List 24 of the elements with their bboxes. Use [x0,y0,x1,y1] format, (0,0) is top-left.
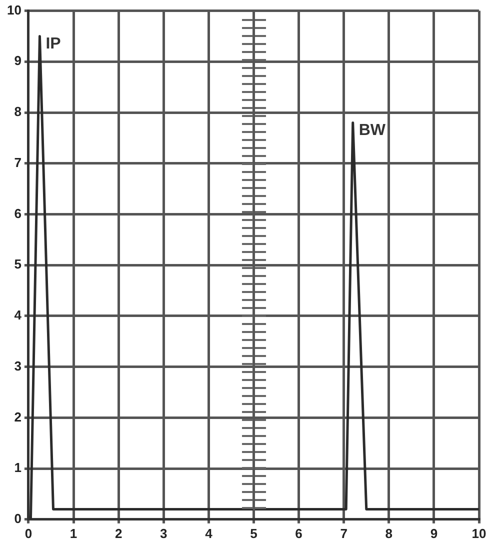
x-tick-label: 0 [24,526,32,541]
y-tick-label: 3 [14,358,22,374]
y-tick-label: 8 [14,104,22,120]
annotation: IP [46,36,62,53]
y-tick-label: 0 [14,510,22,526]
x-tick-label: 2 [114,526,122,541]
x-tick-label: 9 [430,526,438,541]
x-tick-label: 3 [160,526,168,541]
y-tick-label: 5 [14,256,22,272]
y-tick-label: 2 [14,409,22,424]
x-tick-label: 6 [295,526,302,541]
y-tick-label: 10 [6,2,22,18]
annotation: BW [358,122,386,140]
x-tick-label: 1 [70,526,78,541]
x-tick-label: 7 [340,526,348,541]
y-tick-label: 6 [14,206,22,221]
x-tick-label: 10 [472,526,486,541]
x-tick-label: 4 [205,526,214,541]
x-tick-label: 8 [385,526,393,541]
y-tick-label: 7 [14,154,22,170]
y-tick-label: 9 [14,53,22,68]
x-tick-label: 5 [250,526,258,541]
y-tick-label: 4 [14,308,22,323]
y-tick-label: 1 [14,460,22,476]
